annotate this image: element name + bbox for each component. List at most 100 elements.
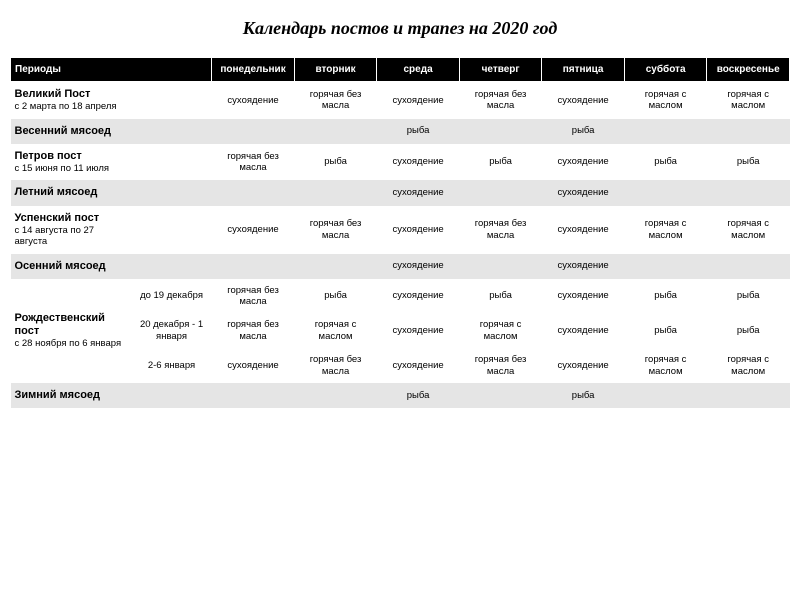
page-title: Календарь постов и трапез на 2020 год: [10, 18, 790, 39]
period-name: Осенний мясоед: [15, 260, 128, 273]
cell-mon: горячая без масла: [212, 313, 295, 348]
cell-wed: сухоядение: [377, 254, 460, 279]
cell-wed: рыба: [377, 383, 460, 408]
cell-tue: горячая без масла: [294, 206, 377, 254]
cell-fri: сухоядение: [542, 279, 625, 314]
cell-thu: горячая без масла: [459, 348, 542, 383]
cell-tue: [294, 119, 377, 144]
cell-sun: горячая с маслом: [707, 348, 790, 383]
cell-wed: сухоядение: [377, 180, 460, 205]
cell-thu: рыба: [459, 144, 542, 181]
period-name: Зимний мясоед: [15, 389, 128, 402]
cell-sun: [707, 119, 790, 144]
cell-sun: горячая с маслом: [707, 206, 790, 254]
cell-tue: горячая с маслом: [294, 313, 377, 348]
cell-thu: [459, 180, 542, 205]
cell-subperiod: [131, 82, 212, 119]
cell-sat: [624, 119, 707, 144]
cell-sun: рыба: [707, 144, 790, 181]
cell-period: Петров постс 15 июня по 11 июля: [11, 144, 132, 181]
cell-thu: горячая без масла: [459, 82, 542, 119]
cell-sat: горячая с маслом: [624, 82, 707, 119]
cell-sun: [707, 383, 790, 408]
cell-wed: сухоядение: [377, 348, 460, 383]
cell-fri: сухоядение: [542, 82, 625, 119]
cell-sat: [624, 254, 707, 279]
cell-wed: сухоядение: [377, 144, 460, 181]
cell-subperiod: [131, 180, 212, 205]
cell-mon: горячая без масла: [212, 144, 295, 181]
cell-tue: рыба: [294, 279, 377, 314]
cell-fri: сухоядение: [542, 180, 625, 205]
period-name: Рождественский пост: [15, 312, 128, 338]
cell-fri: сухоядение: [542, 144, 625, 181]
cell-subperiod: [131, 254, 212, 279]
cell-sat: [624, 180, 707, 205]
cell-mon: [212, 383, 295, 408]
cell-period: Рождественский постс 28 ноября по 6 янва…: [11, 279, 132, 383]
cell-mon: горячая без масла: [212, 279, 295, 314]
cell-sat: горячая с маслом: [624, 206, 707, 254]
th-thu: четверг: [459, 58, 542, 82]
period-date: с 2 марта по 18 апреля: [15, 101, 128, 112]
table-row: Успенский постс 14 августа по 27 августа…: [11, 206, 790, 254]
cell-fri: рыба: [542, 383, 625, 408]
cell-fri: сухоядение: [542, 206, 625, 254]
cell-mon: сухоядение: [212, 82, 295, 119]
cell-tue: [294, 180, 377, 205]
cell-subperiod: [131, 383, 212, 408]
cell-subperiod: 20 декабря - 1 января: [131, 313, 212, 348]
cell-thu: [459, 383, 542, 408]
cell-period: Летний мясоед: [11, 180, 132, 205]
cell-subperiod: [131, 144, 212, 181]
period-date: с 14 августа по 27 августа: [15, 225, 128, 248]
cell-subperiod: 2-6 января: [131, 348, 212, 383]
table-row: Рождественский постс 28 ноября по 6 янва…: [11, 279, 790, 314]
period-date: с 15 июня по 11 июля: [15, 163, 128, 174]
cell-thu: горячая без масла: [459, 206, 542, 254]
cell-thu: [459, 254, 542, 279]
cell-wed: сухоядение: [377, 313, 460, 348]
cell-sat: [624, 383, 707, 408]
fasting-table: Периоды понедельник вторник среда четвер…: [10, 57, 790, 408]
cell-fri: сухоядение: [542, 348, 625, 383]
th-mon: понедельник: [212, 58, 295, 82]
th-fri: пятница: [542, 58, 625, 82]
cell-sun: [707, 254, 790, 279]
cell-mon: сухоядение: [212, 348, 295, 383]
cell-sat: рыба: [624, 313, 707, 348]
cell-tue: горячая без масла: [294, 348, 377, 383]
th-sat: суббота: [624, 58, 707, 82]
cell-sun: горячая с маслом: [707, 82, 790, 119]
cell-tue: горячая без масла: [294, 82, 377, 119]
period-date: с 28 ноября по 6 января: [15, 338, 128, 349]
th-wed: среда: [377, 58, 460, 82]
cell-fri: сухоядение: [542, 254, 625, 279]
cell-sun: рыба: [707, 313, 790, 348]
cell-fri: сухоядение: [542, 313, 625, 348]
cell-sat: рыба: [624, 279, 707, 314]
period-name: Петров пост: [15, 150, 128, 163]
table-row: Осенний мясоед сухоядение сухоядение: [11, 254, 790, 279]
table-body: Великий Постс 2 марта по 18 апреля сухояд…: [11, 82, 790, 409]
cell-thu: рыба: [459, 279, 542, 314]
cell-wed: рыба: [377, 119, 460, 144]
cell-sat: рыба: [624, 144, 707, 181]
cell-wed: сухоядение: [377, 82, 460, 119]
cell-sun: рыба: [707, 279, 790, 314]
cell-thu: горячая с маслом: [459, 313, 542, 348]
cell-period: Великий Постс 2 марта по 18 апреля: [11, 82, 132, 119]
period-name: Летний мясоед: [15, 186, 128, 199]
cell-sat: горячая с маслом: [624, 348, 707, 383]
cell-period: Весенний мясоед: [11, 119, 132, 144]
period-name: Весенний мясоед: [15, 125, 128, 138]
cell-tue: [294, 254, 377, 279]
cell-fri: рыба: [542, 119, 625, 144]
cell-tue: рыба: [294, 144, 377, 181]
cell-period: Успенский постс 14 августа по 27 августа: [11, 206, 132, 254]
table-row: Весенний мясоед рыба рыба: [11, 119, 790, 144]
cell-mon: сухоядение: [212, 206, 295, 254]
cell-thu: [459, 119, 542, 144]
period-name: Великий Пост: [15, 88, 128, 101]
cell-mon: [212, 119, 295, 144]
